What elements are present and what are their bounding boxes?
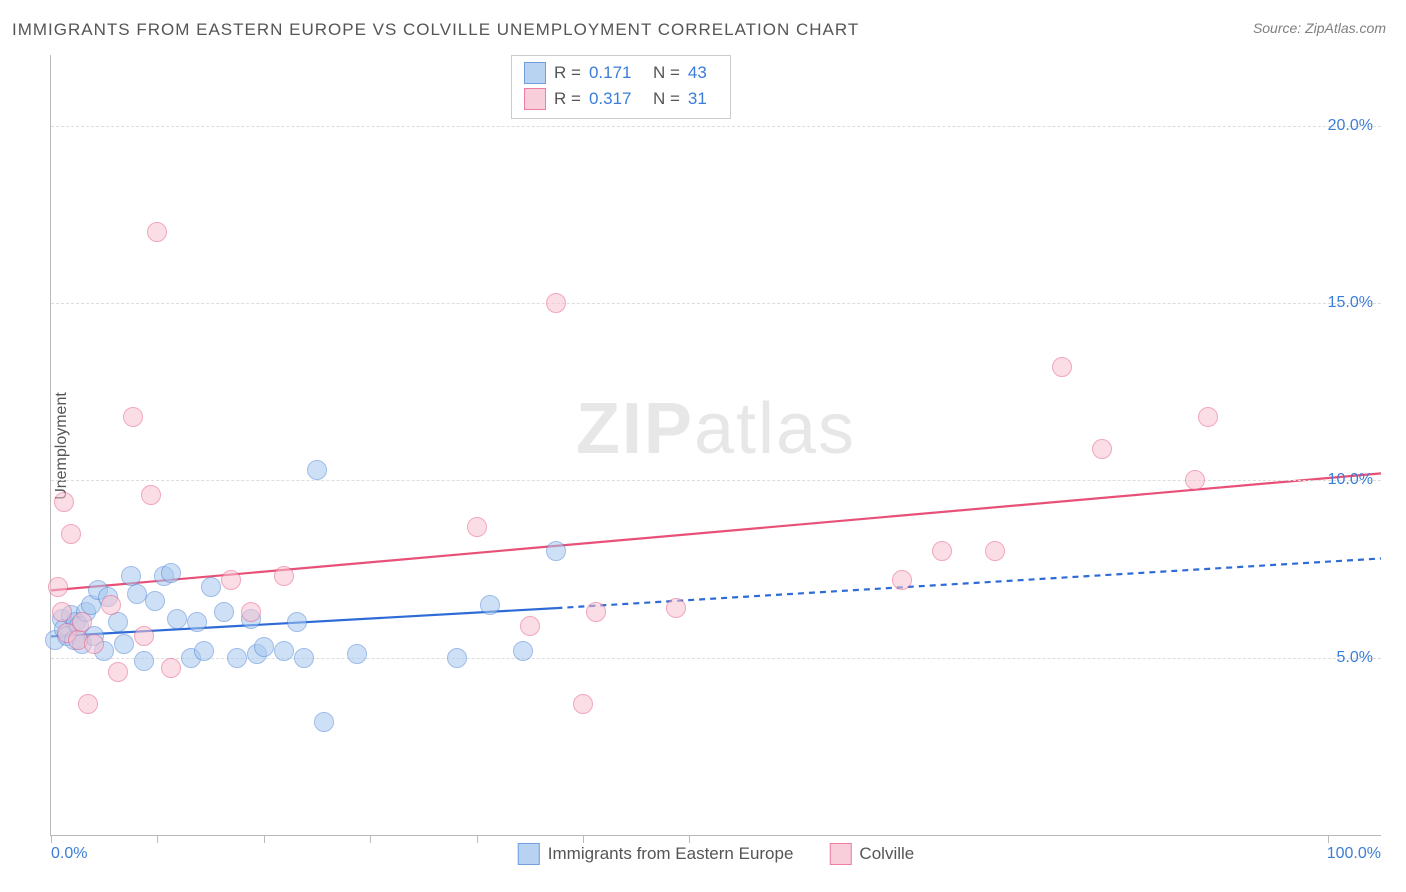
legend-swatch <box>524 88 546 110</box>
scatter-point <box>274 641 294 661</box>
scatter-point <box>546 541 566 561</box>
scatter-point <box>586 602 606 622</box>
scatter-point <box>123 407 143 427</box>
stats-legend-row: R = 0.317 N = 31 <box>524 86 718 112</box>
scatter-point <box>307 460 327 480</box>
scatter-point <box>241 602 261 622</box>
scatter-point <box>546 293 566 313</box>
scatter-point <box>72 612 92 632</box>
x-tick <box>157 835 158 843</box>
scatter-point <box>108 662 128 682</box>
stat-n-value: 31 <box>688 86 718 112</box>
scatter-point <box>513 641 533 661</box>
x-tick <box>51 835 52 843</box>
scatter-point <box>48 577 68 597</box>
trend-lines-layer <box>51 55 1381 835</box>
scatter-point <box>187 612 207 632</box>
scatter-point <box>274 566 294 586</box>
x-tick <box>264 835 265 843</box>
legend-swatch <box>524 62 546 84</box>
watermark-bold: ZIP <box>576 389 694 469</box>
stat-n-label: N = <box>653 86 680 112</box>
scatter-point <box>447 648 467 668</box>
stat-r-value: 0.171 <box>589 60 645 86</box>
watermark-rest: atlas <box>694 389 856 469</box>
y-tick-label: 10.0% <box>1328 471 1373 489</box>
scatter-point <box>520 616 540 636</box>
x-tick <box>689 835 690 843</box>
bottom-legend-item: Colville <box>829 843 914 865</box>
watermark: ZIPatlas <box>576 388 856 470</box>
scatter-point <box>167 609 187 629</box>
scatter-point <box>1092 439 1112 459</box>
stat-r-value: 0.317 <box>589 86 645 112</box>
scatter-point <box>287 612 307 632</box>
scatter-point <box>892 570 912 590</box>
scatter-point <box>227 648 247 668</box>
scatter-point <box>347 644 367 664</box>
legend-swatch <box>829 843 851 865</box>
x-tick <box>583 835 584 843</box>
scatter-point <box>214 602 234 622</box>
scatter-point <box>101 595 121 615</box>
x-tick <box>370 835 371 843</box>
scatter-point <box>194 641 214 661</box>
scatter-point <box>467 517 487 537</box>
stat-r-label: R = <box>554 86 581 112</box>
gridline <box>51 480 1381 481</box>
scatter-point <box>201 577 221 597</box>
scatter-point <box>932 541 952 561</box>
y-tick-label: 5.0% <box>1337 649 1373 667</box>
source-label: Source: ZipAtlas.com <box>1253 20 1386 36</box>
bottom-legend: Immigrants from Eastern Europe Colville <box>518 843 914 865</box>
scatter-point <box>985 541 1005 561</box>
bottom-legend-label: Colville <box>859 844 914 864</box>
stats-legend-box: R = 0.171 N = 43 R = 0.317 N = 31 <box>511 55 731 119</box>
x-tick <box>1328 835 1329 843</box>
plot-area: ZIPatlas R =0.171N =43R =0.317N =31 Immi… <box>50 55 1381 836</box>
x-tick-label: 0.0% <box>51 845 87 863</box>
scatter-point <box>254 637 274 657</box>
scatter-point <box>78 694 98 714</box>
scatter-point <box>1185 470 1205 490</box>
scatter-point <box>54 492 74 512</box>
y-tick-label: 20.0% <box>1328 117 1373 135</box>
scatter-point <box>108 612 128 632</box>
scatter-point <box>666 598 686 618</box>
scatter-point <box>147 222 167 242</box>
trend-line <box>51 473 1381 590</box>
scatter-point <box>573 694 593 714</box>
x-tick <box>477 835 478 843</box>
gridline <box>51 126 1381 127</box>
scatter-point <box>141 485 161 505</box>
scatter-point <box>161 658 181 678</box>
stat-r-label: R = <box>554 60 581 86</box>
stat-n-value: 43 <box>688 60 718 86</box>
scatter-point <box>294 648 314 668</box>
scatter-point <box>134 651 154 671</box>
scatter-point <box>221 570 241 590</box>
stat-n-label: N = <box>653 60 680 86</box>
scatter-point <box>314 712 334 732</box>
stats-legend-row: R = 0.171 N = 43 <box>524 60 718 86</box>
chart-title: IMMIGRANTS FROM EASTERN EUROPE VS COLVIL… <box>12 20 859 40</box>
scatter-point <box>61 524 81 544</box>
bottom-legend-label: Immigrants from Eastern Europe <box>548 844 794 864</box>
scatter-point <box>84 634 104 654</box>
x-tick-label: 100.0% <box>1327 845 1381 863</box>
scatter-point <box>1198 407 1218 427</box>
scatter-point <box>52 602 72 622</box>
scatter-point <box>1052 357 1072 377</box>
scatter-point <box>161 563 181 583</box>
scatter-point <box>480 595 500 615</box>
y-tick-label: 15.0% <box>1328 294 1373 312</box>
gridline <box>51 303 1381 304</box>
scatter-point <box>114 634 134 654</box>
bottom-legend-item: Immigrants from Eastern Europe <box>518 843 794 865</box>
legend-swatch <box>518 843 540 865</box>
scatter-point <box>134 626 154 646</box>
scatter-point <box>145 591 165 611</box>
